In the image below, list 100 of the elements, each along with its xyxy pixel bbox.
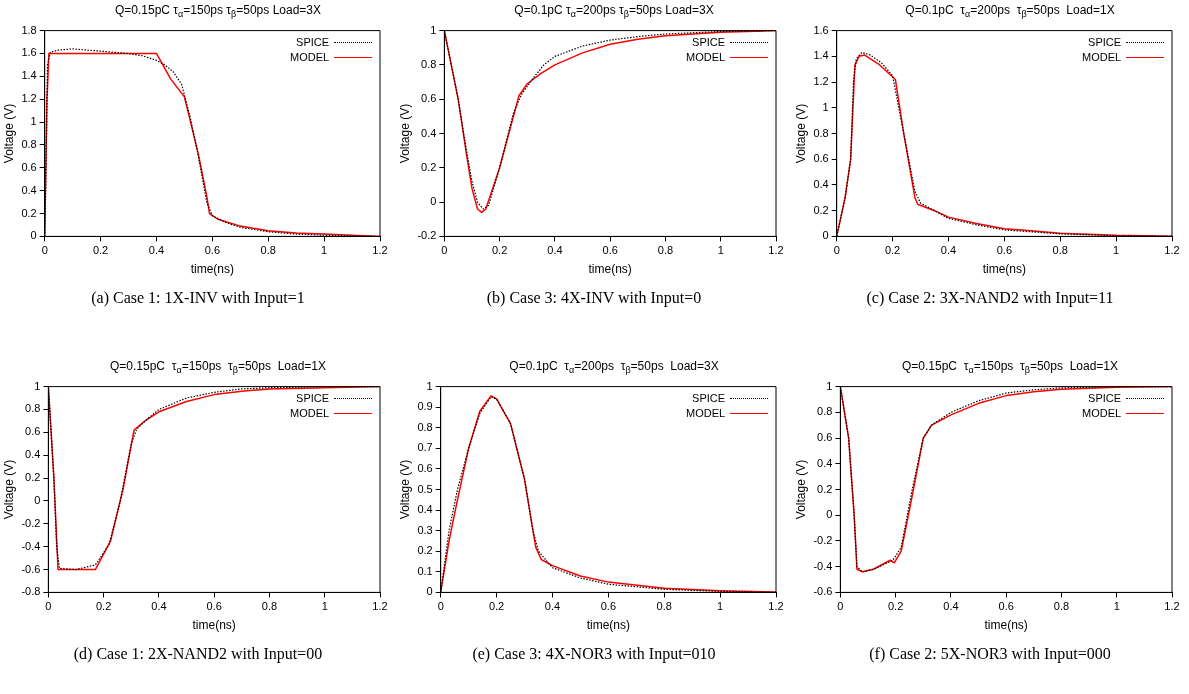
y-tick-label: -0.2 (813, 533, 833, 546)
y-tick-label: 0.8 (817, 405, 833, 418)
y-tick-label: 1 (30, 115, 37, 128)
y-tick-label: 1 (826, 379, 833, 392)
x-tick-label: 0.8 (260, 244, 276, 257)
y-tick-label: 0.2 (813, 203, 829, 216)
legend-label: SPICE (296, 390, 330, 406)
y-tick-label: 0.2 (817, 482, 833, 495)
y-tick-label: 0 (34, 493, 41, 506)
y-tick-label: 1.6 (21, 46, 37, 59)
x-tick-label: 0.6 (204, 244, 220, 257)
y-tick-label: 0.4 (417, 503, 433, 516)
legend-label: MODEL (290, 405, 330, 421)
y-tick-label: 0.4 (813, 177, 829, 190)
y-tick-label: 0.8 (417, 420, 433, 433)
y-axis-title: Voltage (V) (793, 103, 808, 164)
x-tick-label: 1 (717, 600, 724, 613)
x-tick-label: 0.6 (996, 244, 1012, 257)
x-tick-label: 0.6 (206, 600, 222, 613)
x-tick-label: 0.4 (151, 600, 167, 613)
y-tick-label: -0.6 (21, 562, 41, 575)
y-tick-label: 0.8 (813, 126, 829, 139)
y-tick-label: 0 (822, 229, 829, 242)
x-axis-title: time(ns) (982, 262, 1027, 277)
x-tick-label: 0.4 (943, 600, 959, 613)
y-tick-label: -0.6 (813, 585, 833, 598)
x-tick-label: 1 (321, 600, 328, 613)
y-tick-label: 1 (34, 379, 41, 392)
legend-label: SPICE (296, 34, 330, 50)
y-tick-label: 0.2 (25, 471, 41, 484)
x-tick-label: 0.8 (656, 600, 672, 613)
chart-title: Q=0.1pC τ$_{α}$=200ps τ$_{β}$=50ps Load=1X (904, 2, 1116, 21)
y-tick-label: 1 (822, 100, 829, 113)
y-tick-label: 0.2 (417, 544, 433, 557)
y-tick-label: 0.6 (817, 431, 833, 444)
x-axis-title: time(ns) (586, 618, 631, 633)
y-tick-label: 0.2 (421, 160, 437, 173)
x-tick-label: 1 (321, 244, 328, 257)
legend-label: MODEL (686, 49, 726, 65)
x-tick-label: 0.8 (1053, 600, 1070, 613)
x-tick-label: 0.4 (547, 244, 563, 257)
y-tick-label: 0.6 (813, 152, 829, 165)
x-tick-label: 1.2 (768, 244, 784, 257)
y-tick-label: 0.6 (417, 461, 433, 474)
y-tick-label: 1.4 (21, 69, 37, 82)
x-tick-label: 0.2 (887, 600, 904, 613)
y-tick-label: 0 (30, 229, 37, 242)
x-tick-label: 0.2 (488, 600, 505, 613)
y-tick-label: 0.8 (21, 137, 37, 150)
x-axis-title: time(ns) (190, 262, 235, 277)
x-tick-label: 0.6 (998, 600, 1014, 613)
y-tick-label: 1.6 (813, 23, 829, 36)
text: (c) Case 2: 3X-NAND2 with Input=11 (865, 288, 1115, 307)
text: (e) Case 3: 4X-NOR3 with Input=010 (471, 644, 717, 663)
y-axis-title: Voltage (V) (397, 459, 412, 520)
legend-label: SPICE (692, 34, 726, 50)
y-tick-label: 0.8 (421, 57, 437, 70)
y-tick-label: 0.3 (417, 523, 433, 536)
x-axis-title: time(ns) (984, 618, 1028, 633)
y-tick-label: 0.4 (817, 456, 833, 469)
y-tick-label: 1.4 (813, 49, 829, 62)
x-axis-title: time(ns) (192, 618, 236, 633)
y-tick-label: 0.4 (21, 183, 37, 196)
text: (a) Case 1: 1X-INV with Input=1 (90, 288, 306, 307)
x-tick-label: 0.8 (1052, 244, 1068, 257)
x-tick-label: 0.4 (544, 600, 561, 613)
x-tick-label: 1.2 (768, 600, 784, 613)
x-tick-label: 0 (837, 600, 844, 613)
x-tick-label: 1 (1113, 600, 1120, 613)
x-tick-label: 0.4 (148, 244, 165, 257)
x-tick-label: 1.2 (1164, 600, 1180, 613)
x-tick-label: 0.8 (657, 244, 674, 257)
y-axis-title: Voltage (V) (1, 103, 16, 164)
chart-title: Q=0.15pC τ$_{α}$=150ps τ$_{β}$=50ps Load=3X (113, 2, 322, 21)
y-tick-label: 0.4 (25, 448, 41, 461)
y-tick-label: 0.4 (421, 126, 437, 139)
y-tick-label: 0.2 (21, 206, 37, 219)
x-tick-label: 0.6 (600, 600, 616, 613)
legend-label: MODEL (686, 405, 726, 421)
y-tick-label: 0 (826, 508, 833, 521)
x-tick-label: 1.2 (372, 600, 388, 613)
y-tick-label: 1.2 (813, 75, 829, 88)
y-tick-label: 1 (426, 379, 433, 392)
chart-title: Q=0.1pC τ$_{α}$=200ps τ$_{β}$=50ps Load=3X (513, 2, 715, 21)
x-tick-label: 0.2 (884, 244, 901, 257)
y-axis-title: Voltage (V) (793, 459, 808, 520)
y-axis-title: Voltage (V) (397, 103, 412, 164)
x-tick-label: 0.4 (940, 244, 957, 257)
y-tick-label: 0.5 (417, 482, 433, 495)
y-tick-label: 1.2 (21, 92, 37, 105)
y-tick-label: 0.6 (421, 92, 437, 105)
x-tick-label: 0.2 (95, 600, 112, 613)
x-tick-label: 0 (45, 600, 52, 613)
y-tick-label: 0.7 (417, 441, 433, 454)
y-tick-label: 0.8 (25, 402, 41, 415)
x-tick-label: 1 (717, 244, 724, 257)
x-tick-label: 0.6 (602, 244, 618, 257)
chart-title: Q=0.15pC τ$_{α}$=150ps τ$_{β}$=50ps Load=1X (900, 358, 1119, 377)
y-axis-title: Voltage (V) (1, 459, 16, 520)
x-tick-label: 0.8 (261, 600, 278, 613)
